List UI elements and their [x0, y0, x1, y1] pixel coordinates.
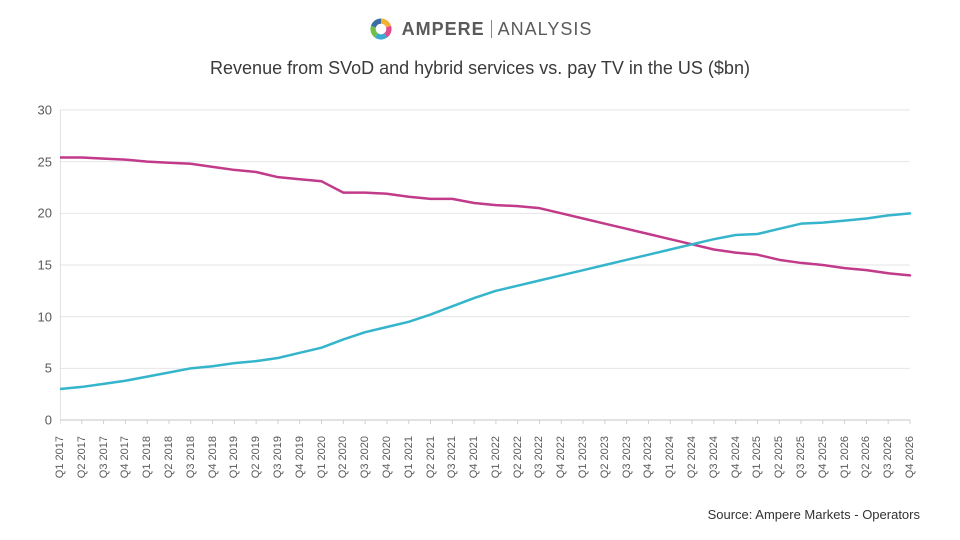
- x-tick-label: Q1 2017: [54, 436, 66, 478]
- chart-svg: [60, 100, 920, 430]
- x-tick-label: Q3 2023: [621, 436, 633, 478]
- x-tick-label: Q4 2026: [904, 436, 916, 478]
- x-tick-label: Q2 2023: [599, 436, 611, 478]
- x-tick-label: Q1 2022: [490, 436, 502, 478]
- x-tick-label: Q3 2020: [359, 436, 371, 478]
- x-tick-label: Q1 2021: [403, 436, 415, 478]
- x-tick-label: Q3 2022: [533, 436, 545, 478]
- y-tick-label: 15: [38, 258, 52, 273]
- x-tick-label: Q3 2018: [185, 436, 197, 478]
- x-tick-label: Q1 2019: [228, 436, 240, 478]
- x-tick-label: Q2 2022: [512, 436, 524, 478]
- y-tick-label: 5: [45, 361, 52, 376]
- series-line: [60, 213, 910, 389]
- x-tick-label: Q2 2025: [773, 436, 785, 478]
- y-tick-label: 25: [38, 154, 52, 169]
- x-tick-label: Q4 2018: [207, 436, 219, 478]
- x-tick-label: Q2 2020: [337, 436, 349, 478]
- x-tick-label: Q2 2026: [860, 436, 872, 478]
- x-tick-label: Q3 2026: [882, 436, 894, 478]
- x-tick-label: Q1 2020: [316, 436, 328, 478]
- line-chart: 051015202530Q1 2017Q2 2017Q3 2017Q4 2017…: [60, 100, 920, 430]
- x-tick-label: Q4 2022: [555, 436, 567, 478]
- x-tick-label: Q3 2025: [795, 436, 807, 478]
- brand-name-bold: AMPERE: [402, 19, 485, 39]
- x-tick-label: Q3 2024: [708, 436, 720, 478]
- y-tick-label: 10: [38, 309, 52, 324]
- y-tick-label: 0: [45, 413, 52, 428]
- x-tick-label: Q1 2025: [751, 436, 763, 478]
- y-tick-label: 30: [38, 103, 52, 118]
- series-line: [60, 158, 910, 276]
- brand-name-thin: ANALYSIS: [498, 19, 593, 39]
- y-tick-label: 20: [38, 206, 52, 221]
- x-tick-label: Q3 2019: [272, 436, 284, 478]
- brand-name: AMPERE ANALYSIS: [402, 19, 593, 40]
- ampere-logo-icon: [368, 16, 394, 42]
- x-tick-label: Q1 2018: [141, 436, 153, 478]
- x-tick-label: Q2 2017: [76, 436, 88, 478]
- x-tick-label: Q1 2023: [577, 436, 589, 478]
- x-tick-label: Q4 2019: [294, 436, 306, 478]
- x-tick-label: Q4 2025: [817, 436, 829, 478]
- x-tick-label: Q2 2018: [163, 436, 175, 478]
- x-tick-label: Q2 2024: [686, 436, 698, 478]
- x-tick-label: Q1 2026: [839, 436, 851, 478]
- x-tick-label: Q3 2021: [446, 436, 458, 478]
- chart-title: Revenue from SVoD and hybrid services vs…: [0, 58, 960, 79]
- x-tick-label: Q4 2021: [468, 436, 480, 478]
- x-tick-label: Q2 2019: [250, 436, 262, 478]
- x-tick-label: Q4 2017: [119, 436, 131, 478]
- x-tick-label: Q3 2017: [98, 436, 110, 478]
- x-tick-label: Q4 2023: [642, 436, 654, 478]
- brand-header: AMPERE ANALYSIS: [0, 16, 960, 47]
- x-tick-label: Q1 2024: [664, 436, 676, 478]
- x-tick-label: Q4 2020: [381, 436, 393, 478]
- x-tick-label: Q2 2021: [425, 436, 437, 478]
- x-tick-label: Q4 2024: [730, 436, 742, 478]
- source-note: Source: Ampere Markets - Operators: [708, 507, 920, 522]
